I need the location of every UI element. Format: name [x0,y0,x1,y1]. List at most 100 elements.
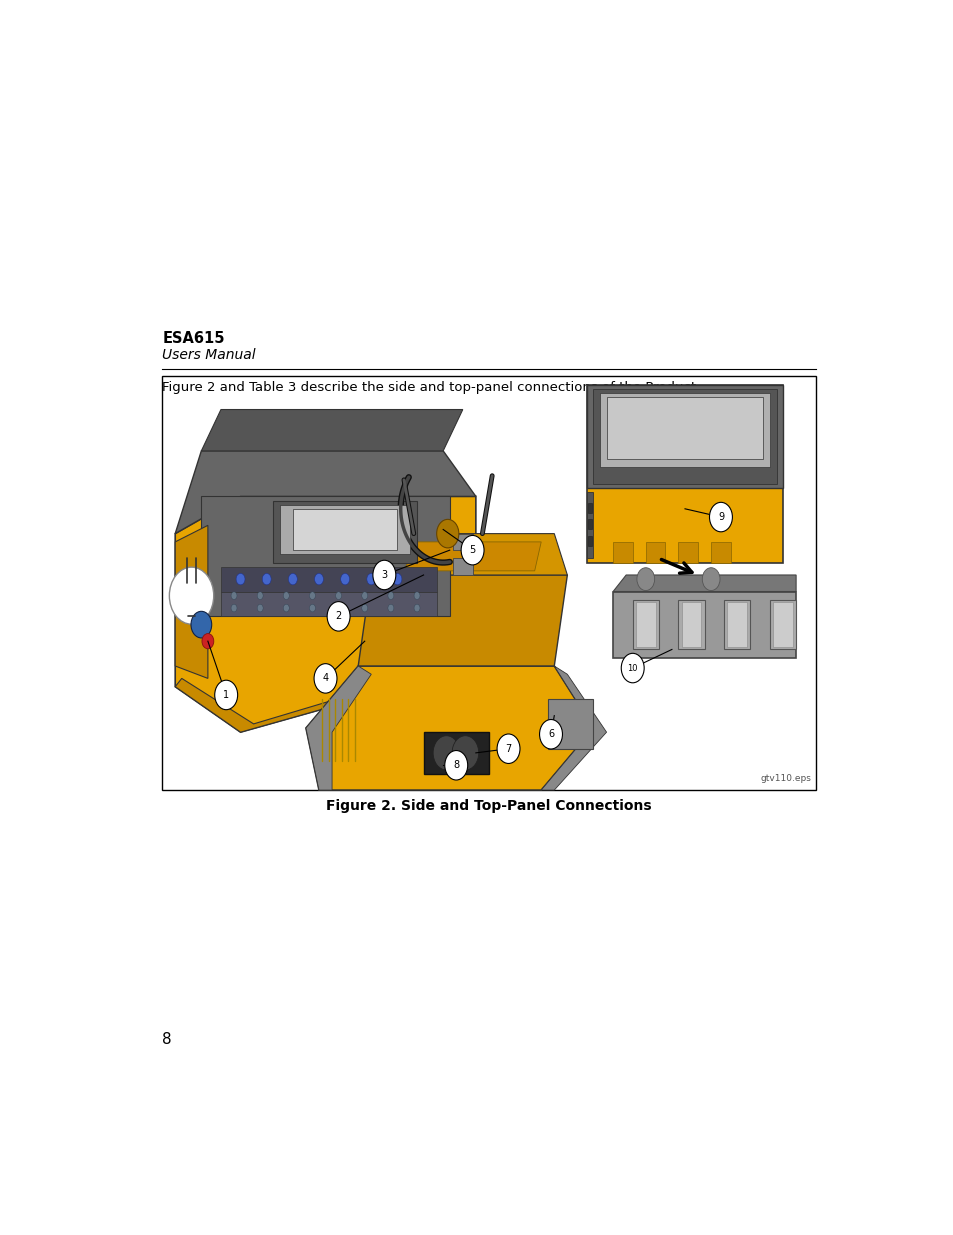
Circle shape [393,573,401,585]
Polygon shape [175,653,488,732]
Circle shape [262,573,271,585]
Polygon shape [201,496,449,616]
Circle shape [257,604,263,611]
Polygon shape [279,505,410,555]
Polygon shape [599,393,769,467]
Text: 8: 8 [162,1032,172,1047]
Circle shape [361,604,367,611]
Polygon shape [632,600,659,650]
Polygon shape [273,500,416,563]
Circle shape [388,604,394,611]
Text: 1: 1 [223,690,229,700]
Polygon shape [175,451,476,534]
Polygon shape [588,503,592,513]
Polygon shape [588,536,592,546]
Polygon shape [681,601,700,647]
Polygon shape [678,600,704,650]
Text: 2: 2 [335,611,341,621]
Circle shape [452,736,478,769]
Circle shape [436,520,458,548]
Polygon shape [723,600,750,650]
Circle shape [327,601,350,631]
Text: Figure 2 and Table 3 describe the side and top-panel connections of the Product.: Figure 2 and Table 3 describe the side a… [162,382,700,394]
Bar [162,377,815,790]
Circle shape [460,536,483,564]
Polygon shape [613,576,795,592]
Text: 4: 4 [322,673,328,683]
Circle shape [414,604,419,611]
Polygon shape [221,567,436,592]
Text: 3: 3 [381,571,387,580]
Circle shape [620,653,643,683]
Polygon shape [175,496,476,732]
Text: ESA615: ESA615 [162,331,224,346]
Polygon shape [293,509,397,550]
Polygon shape [221,592,436,616]
Polygon shape [606,398,762,459]
Circle shape [231,592,236,599]
Polygon shape [613,592,795,658]
Text: Figure 2. Side and Top-Panel Connections: Figure 2. Side and Top-Panel Connections [326,799,651,813]
Polygon shape [540,666,606,790]
Circle shape [231,604,236,611]
Circle shape [309,604,315,611]
Circle shape [433,736,459,769]
Text: 8: 8 [453,761,458,771]
Circle shape [283,604,289,611]
Circle shape [257,592,263,599]
Polygon shape [586,493,593,558]
Text: 5: 5 [469,545,476,556]
Circle shape [335,604,341,611]
Circle shape [367,573,375,585]
Text: 9: 9 [718,513,723,522]
Polygon shape [769,600,795,650]
Circle shape [388,592,394,599]
Circle shape [444,751,467,781]
Polygon shape [453,534,472,550]
Circle shape [539,720,562,748]
Polygon shape [403,542,540,571]
Polygon shape [773,601,792,647]
Polygon shape [727,601,746,647]
Polygon shape [423,732,488,773]
Circle shape [497,734,519,763]
Polygon shape [547,699,593,748]
Circle shape [236,573,245,585]
Circle shape [637,568,654,590]
Text: gtv110.eps: gtv110.eps [760,774,810,783]
Polygon shape [586,384,782,488]
Text: 6: 6 [547,729,554,740]
Polygon shape [306,666,371,790]
Circle shape [288,573,297,585]
Polygon shape [357,576,567,666]
Polygon shape [371,534,567,576]
Polygon shape [175,525,208,678]
Polygon shape [710,542,730,563]
Polygon shape [453,558,472,576]
Circle shape [340,573,349,585]
Circle shape [214,680,237,710]
Circle shape [361,592,367,599]
Circle shape [709,503,732,532]
Polygon shape [645,542,664,563]
Circle shape [170,567,213,624]
Polygon shape [201,410,462,451]
Circle shape [373,561,395,590]
Polygon shape [636,601,655,647]
Circle shape [701,568,720,590]
Text: Users Manual: Users Manual [162,348,255,362]
Polygon shape [588,519,592,530]
Circle shape [202,634,213,648]
Circle shape [283,592,289,599]
Polygon shape [678,542,698,563]
Polygon shape [306,666,593,790]
Polygon shape [586,384,782,563]
Text: 10: 10 [627,663,638,673]
Polygon shape [593,389,776,484]
Circle shape [314,573,323,585]
Circle shape [309,592,315,599]
Circle shape [335,592,341,599]
Circle shape [414,592,419,599]
Circle shape [191,611,212,638]
Text: 7: 7 [505,743,511,753]
